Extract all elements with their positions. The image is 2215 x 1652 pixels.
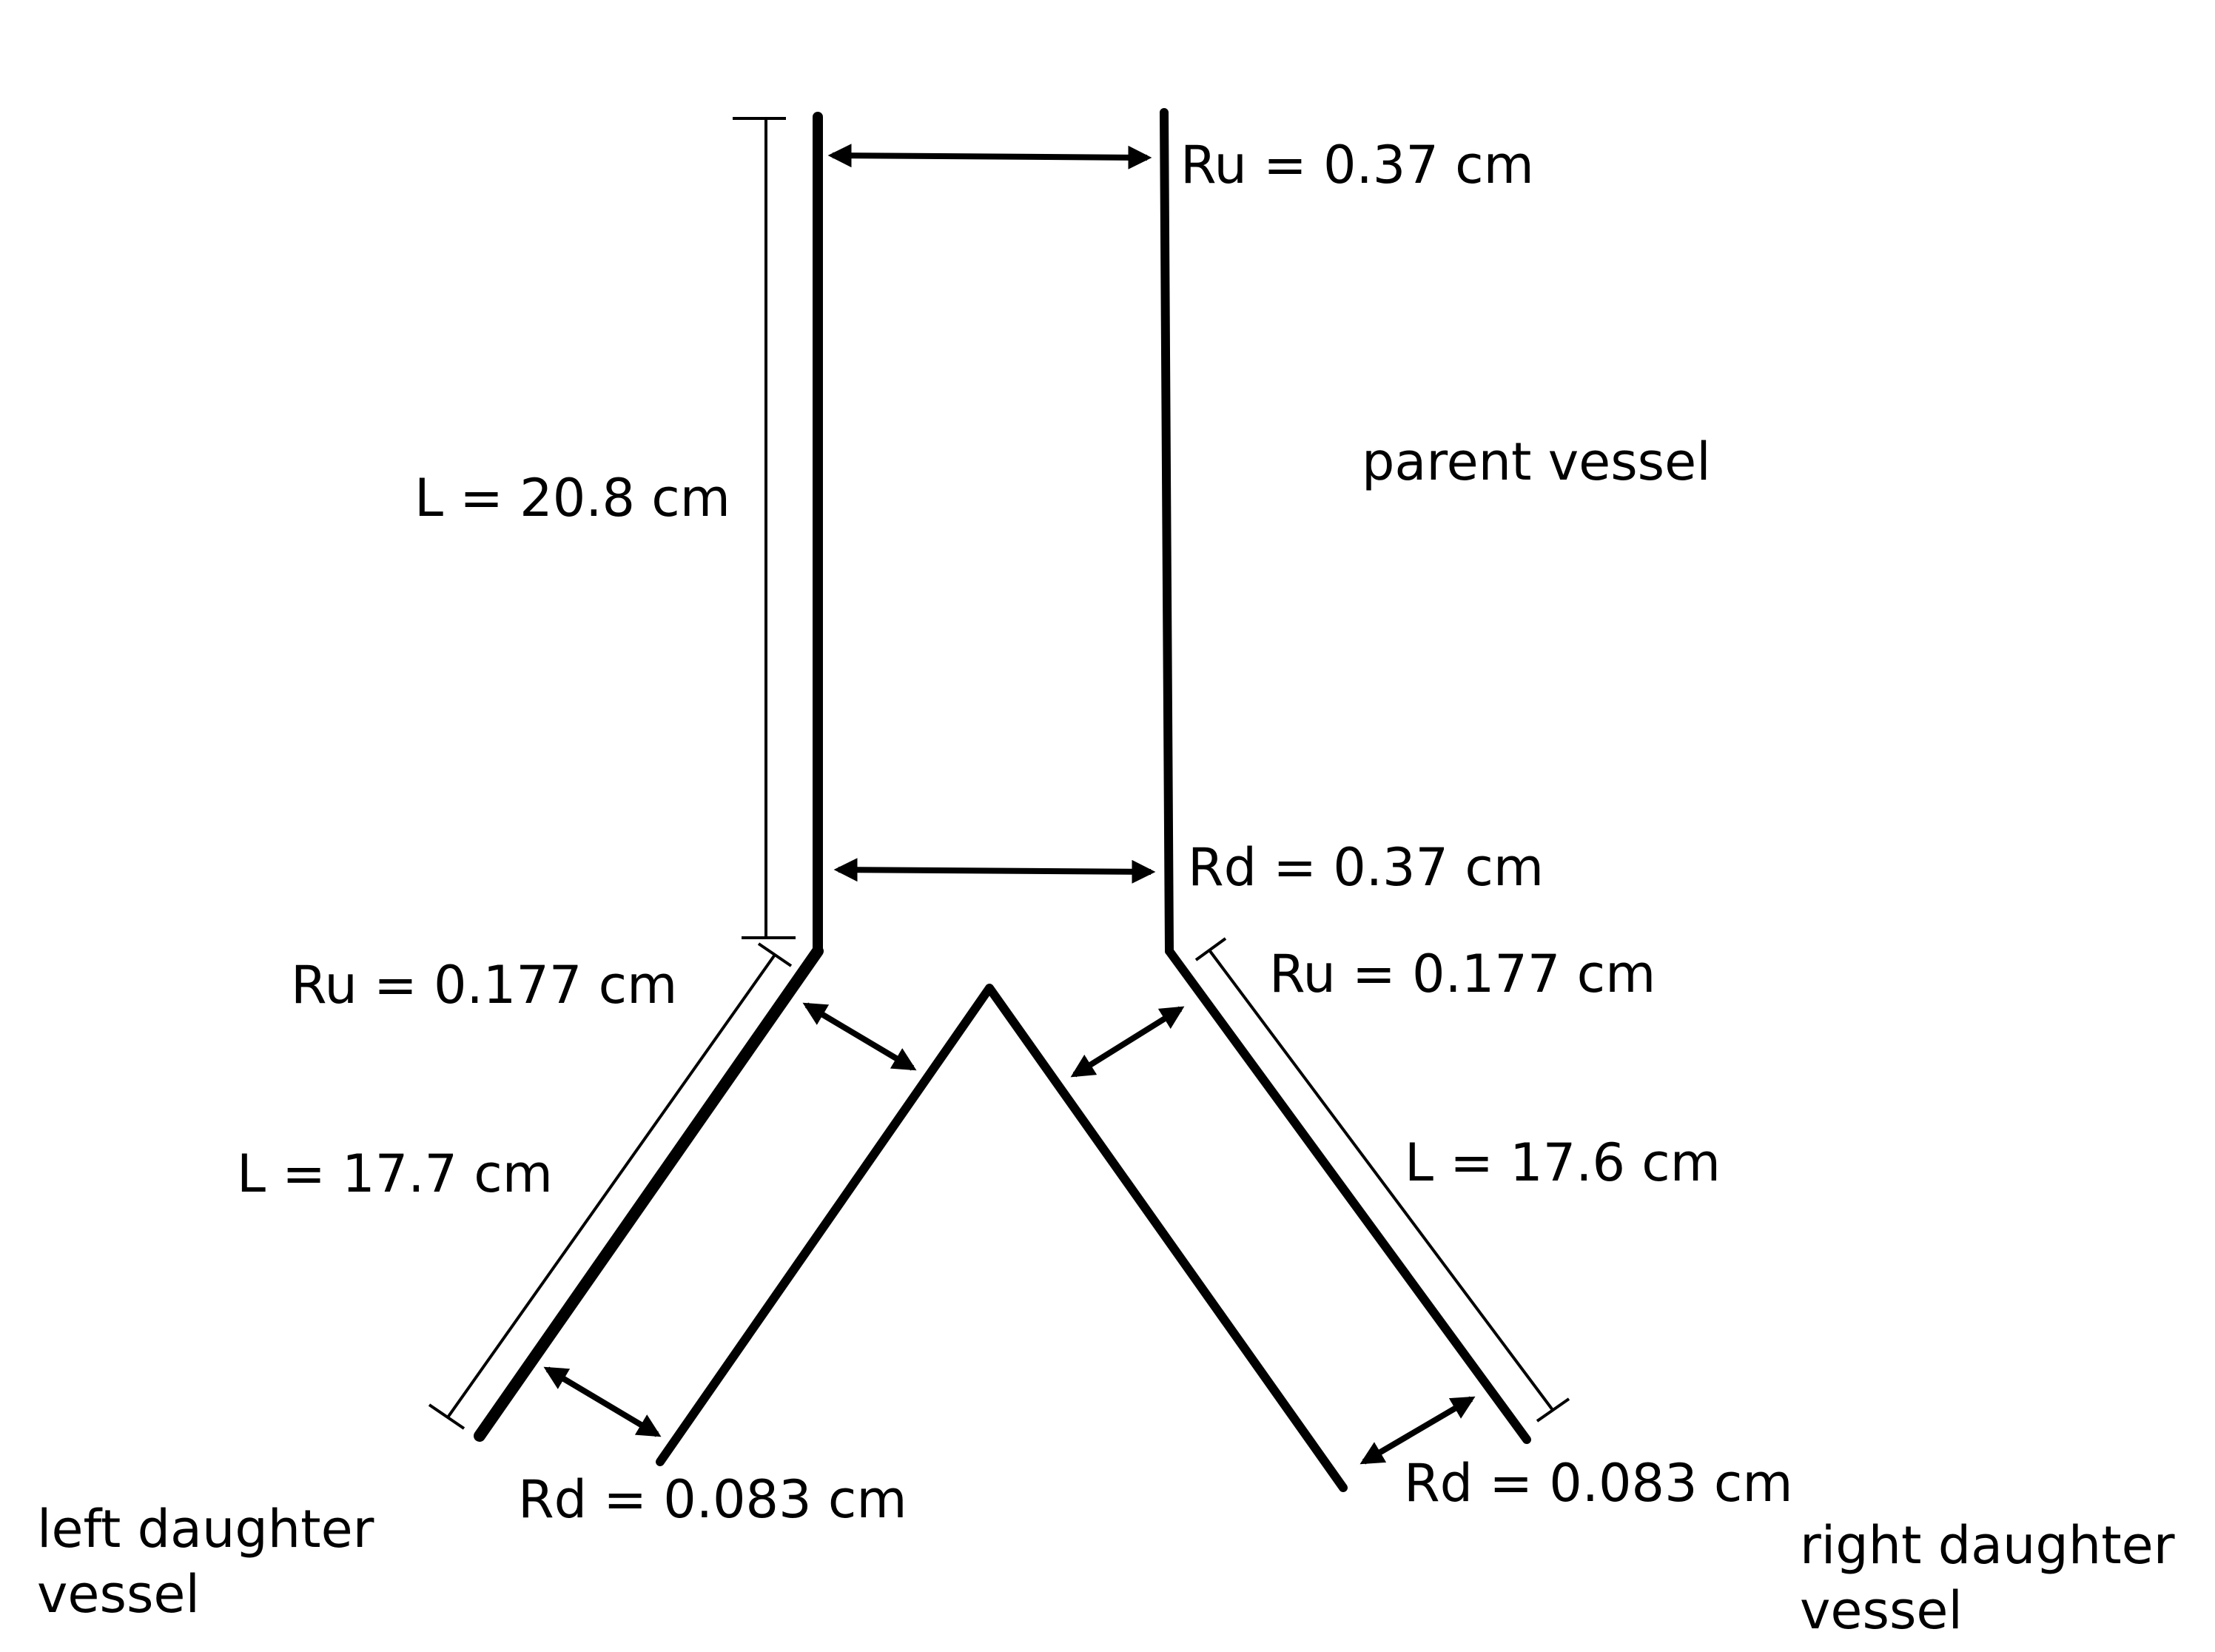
right-daughter-outer-wall [1165, 947, 1531, 1444]
right-length-dimension [1194, 937, 1570, 1423]
right-rd-arrow [1359, 1396, 1476, 1465]
inner-bifurcation-wall [656, 984, 1348, 1492]
right-rd-label: Rd = 0.083 cm [1404, 1453, 1793, 1514]
parent-length-label: L = 20.8 cm [414, 468, 730, 528]
left-vessel-label-line1: left daughter [37, 1499, 374, 1559]
left-rd-arrow [543, 1366, 662, 1437]
parent-rd-arrow [833, 858, 1156, 884]
right-ru-arrow [1070, 1006, 1185, 1078]
right-vessel-label-line2: vessel [1800, 1580, 1963, 1641]
left-ru-label: Ru = 0.177 cm [291, 955, 677, 1015]
parent-vessel-label: parent vessel [1362, 432, 1711, 492]
left-length-dimension [428, 942, 793, 1430]
left-rd-label: Rd = 0.083 cm [518, 1469, 907, 1530]
parent-rd-label: Rd = 0.37 cm [1188, 837, 1544, 898]
right-ru-label: Ru = 0.177 cm [1269, 944, 1656, 1004]
parent-ru-label: Ru = 0.37 cm [1180, 135, 1534, 195]
right-length-label: L = 17.6 cm [1405, 1132, 1721, 1193]
right-vessel-label-line1: right daughter [1800, 1515, 2175, 1576]
parent-right-wall [1160, 108, 1174, 956]
left-vessel-label-line2: vessel [37, 1564, 200, 1625]
left-length-label: L = 17.7 cm [237, 1144, 553, 1204]
parent-length-dimension [733, 117, 796, 939]
left-daughter-outer-wall [474, 945, 824, 1442]
parent-ru-arrow [827, 144, 1152, 169]
left-ru-arrow [802, 1002, 917, 1071]
